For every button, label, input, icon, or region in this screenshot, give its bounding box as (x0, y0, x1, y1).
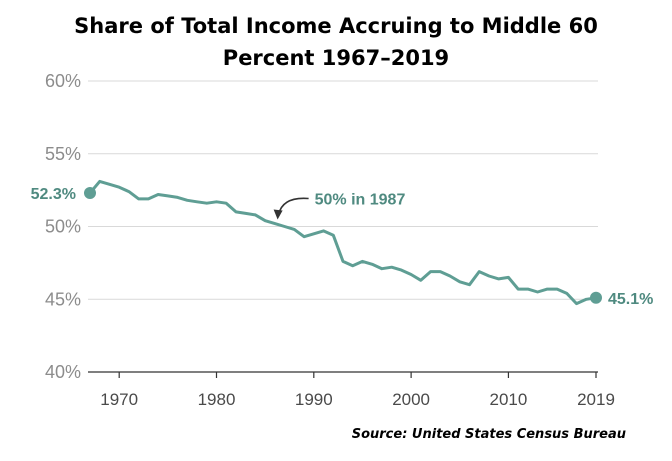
y-tick-label: 50% (45, 217, 81, 237)
source-note: Source: United States Census Bureau (351, 427, 626, 442)
y-tick-label: 60% (45, 71, 81, 91)
x-tick-label: 1990 (295, 390, 333, 409)
y-axis-tick-labels: 40% 45% 50% 55% 60% (45, 71, 81, 382)
end-value-label: 45.1% (608, 291, 653, 308)
x-axis-ticks: 1970 1980 1990 2000 2010 2019 (100, 372, 615, 409)
x-tick-label: 2000 (392, 390, 430, 409)
x-tick-label: 2010 (490, 390, 528, 409)
x-tick-label: 1970 (100, 390, 138, 409)
callout-arrowhead (273, 209, 283, 220)
y-tick-label: 45% (45, 289, 81, 309)
start-data-point (84, 187, 96, 200)
chart-title-line-1: Share of Total Income Accruing to Middle… (74, 14, 598, 38)
chart-title-line-2: Percent 1967–2019 (222, 46, 450, 70)
callout-label: 50% in 1987 (315, 192, 406, 209)
y-tick-label: 40% (45, 362, 81, 382)
callout-arrow (277, 197, 309, 215)
y-tick-label: 55% (45, 144, 81, 164)
end-data-point (590, 291, 602, 304)
series-line (88, 179, 597, 306)
chart-title: Share of Total Income Accruing to Middle… (0, 10, 672, 74)
x-tick-label: 2019 (577, 390, 615, 409)
grid-lines (88, 80, 598, 300)
start-value-label: 52.3% (31, 186, 76, 203)
x-tick-label: 1980 (198, 390, 236, 409)
